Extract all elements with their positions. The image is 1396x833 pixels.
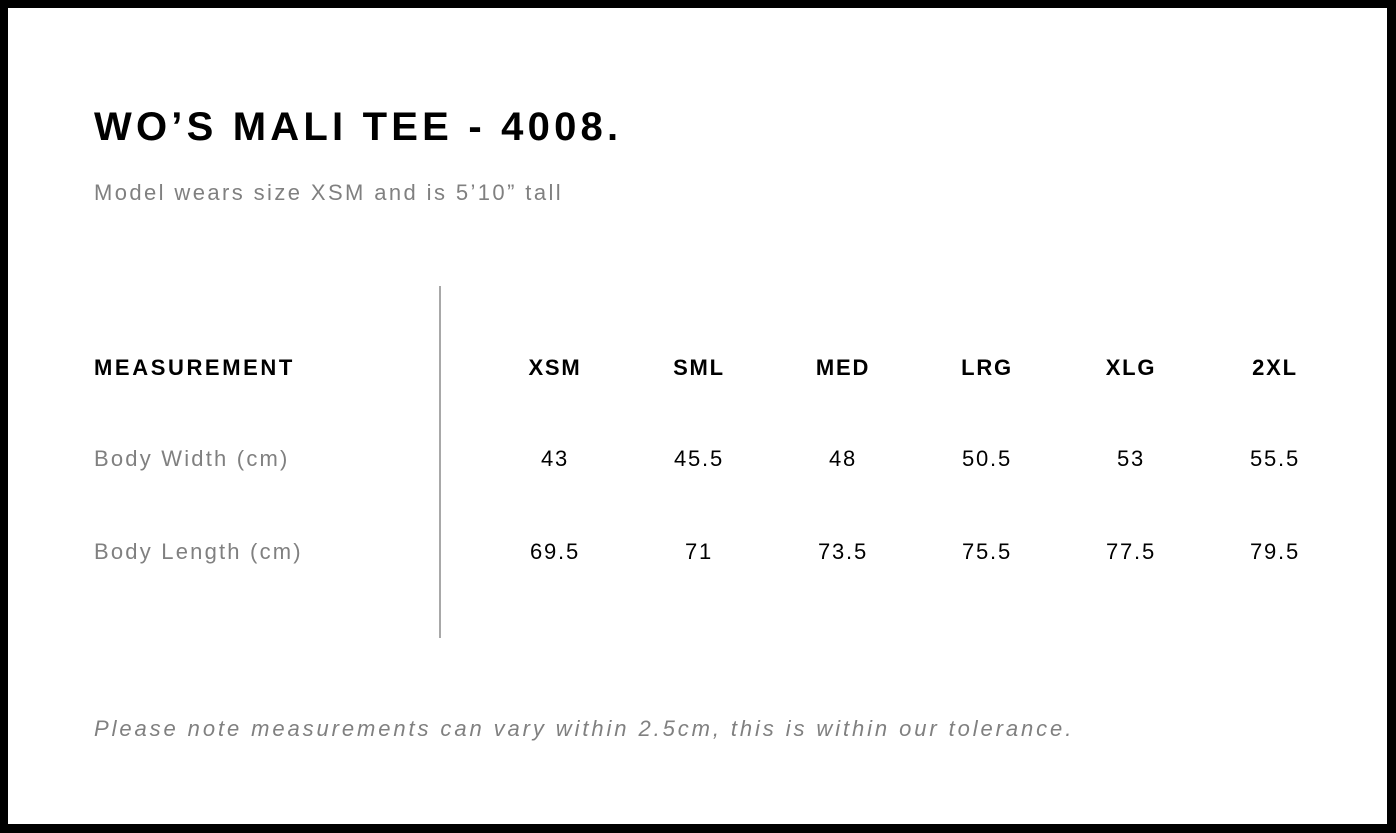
table-cell: 73.5 [817, 539, 869, 564]
size-header: LRG [961, 355, 1013, 380]
table-cell: 50.5 [961, 446, 1013, 471]
table-cell: 55.5 [1249, 446, 1301, 471]
size-header: MED [815, 355, 871, 380]
table-cell: 69.5 [529, 539, 581, 564]
table-cell: 75.5 [961, 539, 1013, 564]
column-divider [439, 286, 441, 638]
size-header: 2XL [1252, 355, 1298, 380]
row-label: Body Width (cm) [94, 446, 290, 471]
measurement-header: MEASUREMENT [94, 355, 295, 380]
size-header: XLG [1105, 355, 1157, 380]
table-cell: 45.5 [673, 446, 725, 471]
table-cell: 79.5 [1249, 539, 1301, 564]
tolerance-note: Please note measurements can vary within… [94, 716, 1075, 741]
table-cell: 71 [684, 539, 714, 564]
table-cell: 43 [540, 446, 570, 471]
model-info: Model wears size XSM and is 5’10” tall [94, 180, 564, 205]
row-label: Body Length (cm) [94, 539, 303, 564]
page-title: WO’S MALI TEE - 4008. [94, 105, 623, 149]
table-cell: 77.5 [1105, 539, 1157, 564]
table-cell: 53 [1116, 446, 1146, 471]
size-header: SML [673, 355, 725, 380]
table-cell: 48 [828, 446, 858, 471]
size-header: XSM [528, 355, 582, 380]
